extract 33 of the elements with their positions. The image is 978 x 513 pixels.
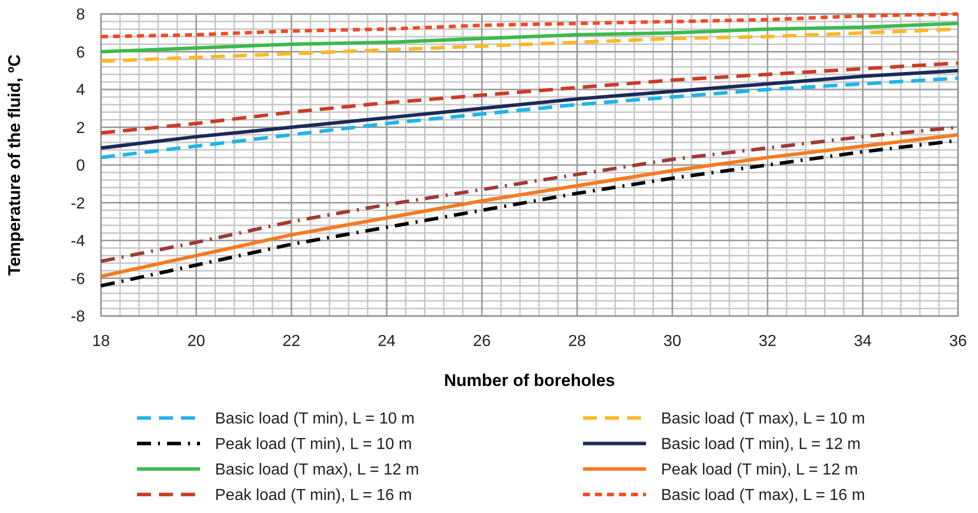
x-tick-label: 20 bbox=[187, 333, 206, 350]
x-tick-label: 28 bbox=[568, 333, 586, 350]
legend-label: Basic load (T min), L = 10 m bbox=[215, 410, 415, 428]
y-tick-label: 8 bbox=[76, 6, 86, 24]
y-tick-label: 4 bbox=[76, 82, 86, 100]
x-tick-label: 34 bbox=[854, 333, 872, 350]
y-axis-title: Temperature of the fluid, ºC bbox=[5, 54, 24, 276]
x-axis-title: Number of boreholes bbox=[444, 371, 615, 390]
legend-label: Peak load (T min), L = 10 m bbox=[215, 436, 412, 454]
legend-label: Basic load (T max), L = 12 m bbox=[215, 462, 420, 479]
x-tick-label: 24 bbox=[378, 333, 396, 350]
x-tick-label: 26 bbox=[472, 333, 491, 350]
x-tick-label: 32 bbox=[758, 333, 777, 350]
y-tick-label: 0 bbox=[76, 158, 86, 175]
y-tick-label: 2 bbox=[76, 120, 86, 137]
legend-label: Basic load (T max), L = 16 m bbox=[661, 487, 866, 504]
y-tick-label: -8 bbox=[70, 308, 86, 326]
y-tick-label: -6 bbox=[70, 270, 86, 288]
legend-label: Peak load (T min), L = 16 m bbox=[215, 487, 412, 504]
x-tick-label: 36 bbox=[949, 333, 967, 350]
x-tick-label: 22 bbox=[282, 333, 300, 350]
line-series bbox=[99, 68, 960, 150]
y-tick-label: -4 bbox=[70, 233, 86, 250]
line-series bbox=[99, 61, 960, 135]
x-tick-label: 18 bbox=[92, 333, 110, 350]
y-tick-label: -2 bbox=[70, 195, 86, 212]
x-tick-label: 30 bbox=[663, 333, 682, 350]
line-series bbox=[99, 76, 960, 160]
y-tick-label: 6 bbox=[76, 44, 86, 62]
line-series bbox=[99, 22, 960, 54]
legend-label: Basic load (T max), L = 10 m bbox=[661, 410, 866, 428]
legend-label: Peak load (T min), L = 12 m bbox=[661, 462, 858, 479]
legend-label: Basic load (T min), L = 12 m bbox=[661, 436, 861, 454]
